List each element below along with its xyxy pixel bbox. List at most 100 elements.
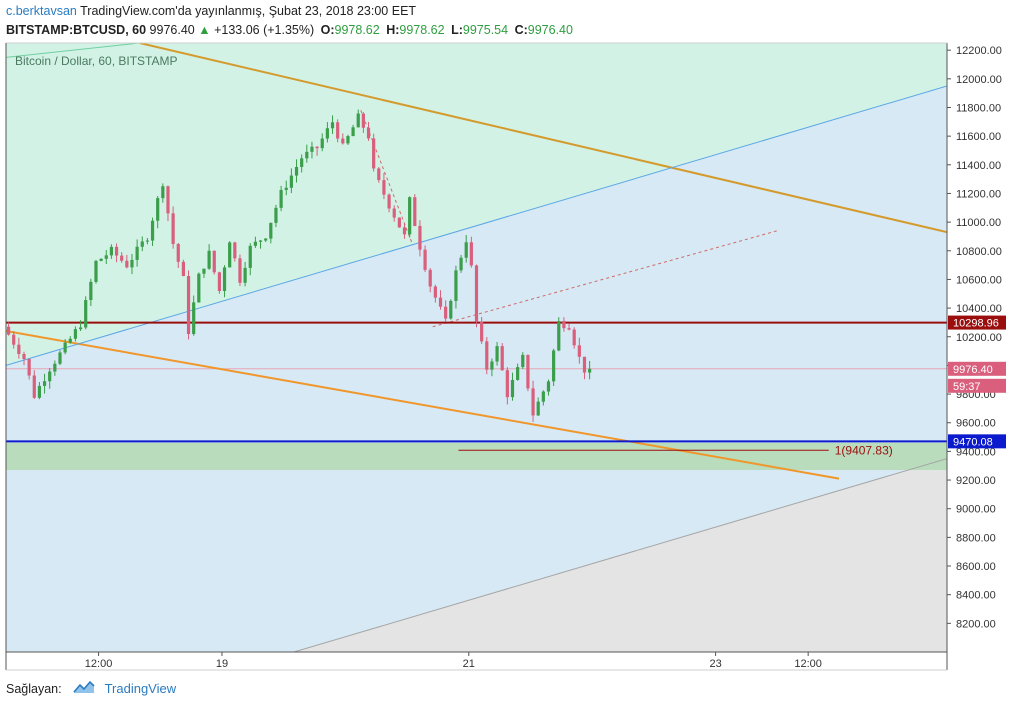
support-price-tag: 9470.08 [953, 436, 993, 448]
candle-down [423, 249, 427, 270]
candle-up [63, 342, 67, 353]
support-price-tag-bg [948, 434, 1006, 449]
candle-up [228, 242, 232, 268]
author-link[interactable]: c.berktavsan [6, 4, 77, 18]
y-tick-label: 10400.00 [956, 303, 1002, 315]
price-chart[interactable]: 1(9407.83) Bitcoin / Dollar, 60, BITSTAMP… [0, 0, 1014, 680]
candle-up [294, 166, 299, 176]
candle-up [243, 267, 247, 283]
candle-down [372, 138, 376, 169]
y-tick-label: 9200.00 [956, 475, 996, 487]
candle-up [42, 381, 47, 386]
candle-up [310, 146, 314, 152]
candle-down [438, 297, 443, 307]
ohlc-line: BITSTAMP:BTCUSD, 60 9976.40 ▲ +133.06 (+… [6, 21, 1006, 40]
high-value: 9978.62 [399, 23, 445, 37]
candle-down [233, 242, 237, 259]
y-tick-label: 11600.00 [956, 131, 1001, 143]
y-tick-label: 11400.00 [956, 160, 1001, 172]
candle-down [562, 321, 566, 329]
y-tick-label: 9600.00 [956, 418, 996, 430]
change-value: +133.06 (+1.35%) [214, 23, 315, 37]
candle-down [27, 359, 31, 376]
provider-label: Sağlayan: [6, 682, 62, 696]
target-label: 1(9407.83) [835, 443, 893, 457]
y-tick-label: 11800.00 [956, 102, 1001, 114]
close-label: C: [514, 23, 528, 37]
chart-header: c.berktavsan TradingView.com'da yayınlan… [6, 2, 1006, 40]
candle-up [258, 240, 263, 242]
candle-down [392, 208, 396, 218]
trendline-blue-channel [6, 85, 947, 366]
candle-up [192, 302, 196, 334]
candle-up [104, 255, 108, 259]
candle-down [176, 243, 180, 262]
high-label: H: [386, 23, 400, 37]
candle-up [222, 267, 227, 291]
trendline-green-edge [6, 43, 140, 58]
series-legend: Bitcoin / Dollar, 60, BITSTAMP [15, 54, 178, 68]
published-text: TradingView.com'da yayınlanmış, Şubat 23… [80, 4, 417, 18]
y-tick-label: 9400.00 [956, 446, 996, 458]
support-zone [6, 442, 947, 471]
y-tick-label: 9000.00 [956, 504, 996, 516]
candle-down [582, 356, 587, 373]
candle-down [433, 286, 437, 298]
candle-down [418, 225, 422, 250]
candle-up [546, 381, 551, 392]
candle-down [22, 353, 26, 360]
candle-up [490, 361, 494, 370]
resistance-price-tag: 10298.96 [953, 318, 999, 330]
publish-line: c.berktavsan TradingView.com'da yayınlan… [6, 2, 1006, 21]
last-price-tag-bg [948, 361, 1006, 376]
y-tick-label: 8800.00 [956, 532, 996, 544]
change-arrow-icon: ▲ [198, 23, 211, 37]
symbol-label[interactable]: BITSTAMP:BTCUSD, 60 [6, 23, 147, 37]
y-tick-label: 8200.00 [956, 618, 996, 630]
candle-up [53, 363, 57, 372]
candle-up [325, 128, 329, 139]
candle-down [428, 269, 432, 287]
open-value: 9978.62 [334, 23, 380, 37]
bar-countdown-tag-bg [948, 378, 1006, 393]
x-tick-label: 12:00 [794, 658, 822, 670]
trendline-orange-lower [6, 330, 840, 480]
candle-down [444, 306, 448, 319]
candle-up [356, 113, 360, 128]
candle-down [397, 217, 401, 228]
candle-up [588, 368, 592, 373]
candle-up [145, 240, 150, 242]
candle-up [557, 321, 561, 351]
candle-down [120, 255, 124, 261]
candle-up [94, 260, 98, 282]
x-tick-label: 12:00 [85, 658, 113, 670]
provider-brand-link[interactable]: TradingView [104, 681, 177, 696]
y-tick-label: 8600.00 [956, 561, 996, 573]
last-price: 9976.40 [149, 23, 195, 37]
candle-up [330, 122, 335, 129]
candle-down [238, 258, 242, 283]
candle-up [269, 222, 273, 239]
y-tick-label: 10800.00 [956, 246, 1002, 258]
candle-up [510, 379, 515, 398]
candle-down [567, 328, 571, 330]
candle-up [284, 187, 288, 190]
candle-down [114, 246, 119, 256]
candle-up [37, 385, 42, 398]
candle-up [202, 268, 206, 274]
tradingview-logo-icon[interactable] [73, 680, 95, 699]
candle-up [264, 238, 268, 241]
trendline-gray-lower [293, 458, 947, 652]
low-label: L: [451, 23, 463, 37]
candle-up [248, 245, 252, 268]
candle-up [58, 352, 62, 364]
candle-down [12, 334, 16, 345]
x-tick-label: 21 [463, 658, 475, 670]
candle-up [459, 257, 463, 271]
candle-up [253, 241, 257, 246]
candle-up [521, 354, 525, 368]
candle-up [150, 220, 155, 241]
candle-down [387, 194, 391, 209]
candle-down [17, 344, 21, 354]
candle-up [156, 198, 160, 221]
